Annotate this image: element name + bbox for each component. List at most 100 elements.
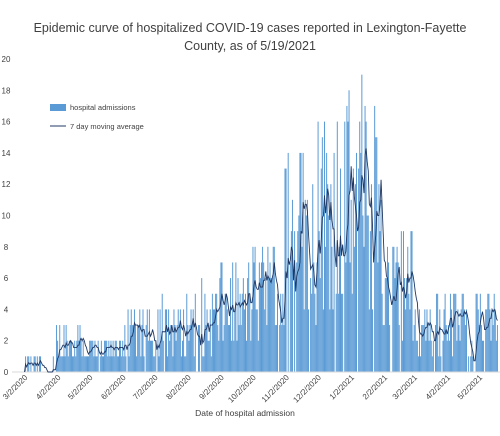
admission-bar [374, 105, 376, 372]
admission-bar [253, 262, 255, 372]
admission-bar [171, 325, 173, 372]
admission-bar [435, 325, 437, 372]
admission-bar [256, 309, 258, 372]
admission-bar [242, 278, 244, 372]
legend-label-admissions: hospital admissions [70, 103, 136, 112]
admission-bar [132, 325, 134, 372]
admission-bar [232, 262, 234, 372]
admission-bar [493, 293, 495, 372]
admission-bar [485, 309, 487, 372]
x-tick-label: 11/2/2020 [260, 373, 291, 404]
admission-bar [400, 231, 402, 372]
admission-bar [322, 309, 324, 372]
admission-bar [494, 309, 496, 372]
admission-bar [314, 293, 316, 372]
admission-bar [367, 215, 369, 372]
admission-bar [137, 325, 139, 372]
admission-bar [347, 121, 349, 372]
admission-bar [96, 356, 98, 372]
admission-bar [291, 199, 293, 372]
admission-bar [78, 340, 80, 372]
admission-bar [428, 340, 430, 372]
admission-bar [266, 325, 268, 372]
admission-bar [167, 356, 169, 372]
admission-bar [184, 356, 186, 372]
admission-bar [430, 340, 432, 372]
admission-bar [77, 325, 79, 372]
y-tick-label: 4 [4, 305, 9, 314]
admission-bar [481, 340, 483, 372]
admission-bar [138, 325, 140, 372]
admission-bar [185, 356, 187, 372]
admission-bar [128, 356, 130, 372]
admission-bar [352, 168, 354, 372]
admission-bar [362, 215, 364, 372]
admission-bar [155, 340, 157, 372]
admission-bar [178, 325, 180, 372]
admission-bar [325, 246, 327, 372]
admission-bar [183, 309, 185, 372]
admission-bar [243, 309, 245, 372]
admission-bar [443, 309, 445, 372]
admission-bar [221, 262, 223, 372]
admission-bar [218, 340, 220, 372]
admission-bar [420, 356, 422, 372]
admission-bar [217, 325, 219, 372]
admission-bar [265, 278, 267, 372]
admission-bar [456, 340, 458, 372]
admission-bar [110, 340, 112, 372]
admission-bar [312, 184, 314, 372]
admission-bar [294, 231, 296, 372]
admission-bar [175, 340, 177, 372]
admission-bar [392, 246, 394, 372]
y-tick-label: 16 [2, 118, 11, 127]
admission-bar [375, 137, 377, 372]
admission-bar [219, 278, 221, 372]
admission-bar [146, 309, 148, 372]
admission-bar [65, 325, 67, 372]
x-axis-tick-labels: 3/2/2020 4/2/2020 5/2/2020 6/2/2020 7/2/2020… [1, 373, 485, 405]
admission-bar [326, 152, 328, 372]
admission-bar [225, 293, 227, 372]
admission-bar [79, 325, 81, 372]
admission-bar [73, 356, 75, 372]
admission-bar [340, 168, 341, 372]
admission-bar [290, 231, 292, 372]
admission-bar [398, 325, 400, 372]
admission-bar [224, 293, 226, 372]
admission-bar [241, 293, 243, 372]
admission-bar [60, 356, 62, 372]
admission-bar [258, 262, 260, 372]
admission-bar [187, 325, 189, 372]
admission-bar [297, 231, 299, 372]
admission-bar [113, 356, 115, 372]
x-tick-label: 4/2/2020 [34, 373, 63, 402]
admission-bar [289, 262, 291, 372]
admission-bar [157, 309, 159, 372]
admission-bar [180, 356, 182, 372]
admission-bar [220, 262, 222, 372]
admission-bar [212, 309, 214, 372]
admission-bar [231, 340, 233, 372]
admission-bar [451, 309, 453, 372]
admission-bar [383, 325, 385, 372]
admission-bar [261, 262, 262, 372]
y-tick-label: 12 [2, 180, 11, 189]
admission-bar [34, 356, 36, 372]
admission-bar [406, 278, 408, 372]
admission-bar [341, 293, 343, 372]
admission-bar [75, 356, 77, 372]
admission-bar [95, 356, 97, 372]
admission-bar [356, 152, 358, 372]
admission-bar [424, 309, 426, 372]
admission-bar [208, 340, 210, 372]
admission-bar [460, 309, 462, 372]
admission-bar [129, 325, 131, 372]
x-axis-label: Date of hospital admission [195, 408, 295, 418]
admission-bar [105, 340, 107, 372]
admission-bar [364, 105, 366, 372]
admission-bar [479, 293, 481, 372]
admission-bar [254, 246, 256, 372]
admission-bar [101, 356, 103, 372]
admission-bar [337, 293, 339, 372]
